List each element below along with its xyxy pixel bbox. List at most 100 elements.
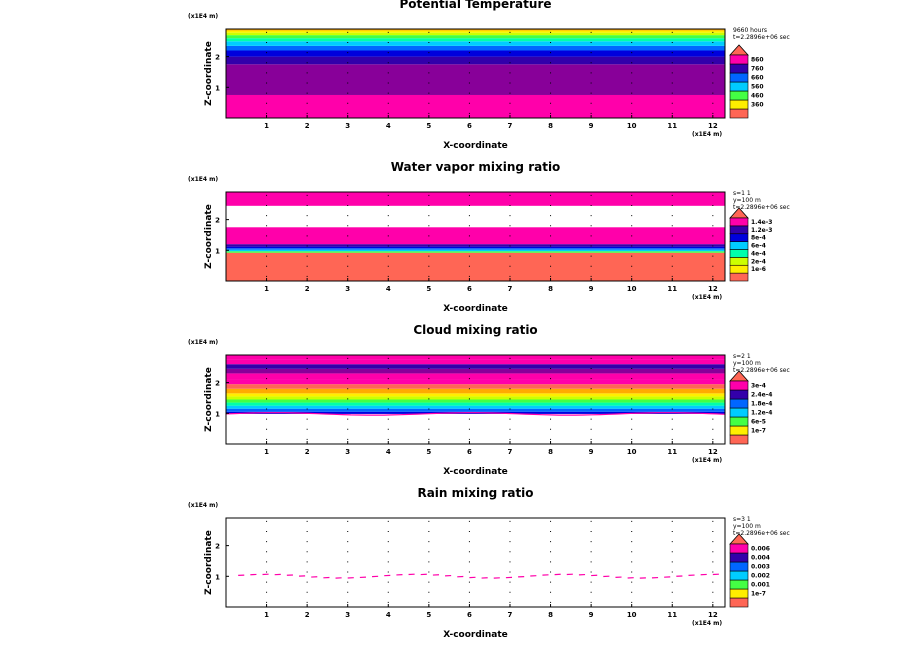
contour-band-5	[226, 46, 725, 51]
grid-dot	[672, 52, 673, 53]
grid-dot	[550, 32, 551, 33]
grid-dot	[307, 235, 308, 236]
grid-dot	[307, 368, 308, 369]
contour-band-1	[226, 95, 725, 118]
contour-band-7	[226, 393, 725, 396]
grid-dot	[469, 358, 470, 359]
grid-dot	[550, 419, 551, 420]
grid-dot	[469, 531, 470, 532]
grid-dot	[591, 235, 592, 236]
grid-dot	[631, 246, 632, 247]
grid-dot	[307, 225, 308, 226]
grid-dot	[266, 72, 267, 73]
grid-dot	[550, 246, 551, 247]
grid-dot	[712, 93, 713, 94]
grid-dot	[591, 561, 592, 562]
grid-dot	[266, 602, 267, 603]
contour-band-12	[226, 369, 725, 374]
grid-dot	[631, 531, 632, 532]
grid-dot	[672, 429, 673, 430]
grid-dot	[712, 266, 713, 267]
grid-dot	[591, 246, 592, 247]
grid-dot	[388, 429, 389, 430]
grid-dot	[388, 266, 389, 267]
grid-dot	[469, 429, 470, 430]
grid-dot	[712, 225, 713, 226]
x-tick-label: 11	[667, 448, 677, 456]
chart-title: Potential Temperature	[399, 0, 551, 11]
grid-dot	[266, 358, 267, 359]
grid-dot	[509, 541, 510, 542]
grid-dot	[591, 429, 592, 430]
grid-dot	[347, 235, 348, 236]
grid-dot	[428, 205, 429, 206]
grid-dot	[469, 398, 470, 399]
grid-dot	[469, 225, 470, 226]
x-tick-label: 10	[627, 611, 637, 619]
z-tick-label: 2	[215, 380, 220, 388]
grid-dot	[550, 358, 551, 359]
grid-dot	[266, 205, 267, 206]
x-tick-label: 5	[426, 611, 431, 619]
grid-dot	[307, 378, 308, 379]
info-text: t=2.2896e+06 sec	[733, 204, 790, 211]
grid-dot	[631, 83, 632, 84]
x-tick-label: 9	[589, 611, 594, 619]
grid-dot	[266, 398, 267, 399]
contour-band-5	[226, 400, 725, 403]
grid-dot	[428, 246, 429, 247]
grid-dot	[428, 72, 429, 73]
grid-dot	[591, 32, 592, 33]
x-tick-label: 7	[508, 448, 513, 456]
grid-dot	[266, 592, 267, 593]
legend-level-label: 2.4e-4	[751, 392, 772, 399]
z-unit-label: (x1E4 m)	[188, 339, 218, 346]
grid-dot	[388, 52, 389, 53]
grid-dot	[347, 572, 348, 573]
x-axis-label: X-coordinate	[443, 630, 508, 640]
grid-dot	[347, 531, 348, 532]
grid-dot	[266, 531, 267, 532]
grid-dot	[631, 358, 632, 359]
grid-dot	[388, 215, 389, 216]
grid-dot	[347, 103, 348, 104]
grid-dot	[266, 378, 267, 379]
grid-dot	[672, 388, 673, 389]
grid-dot	[672, 602, 673, 603]
grid-dot	[712, 276, 713, 277]
grid-dot	[591, 93, 592, 94]
grid-dot	[307, 561, 308, 562]
grid-dot	[307, 83, 308, 84]
grid-dot	[672, 195, 673, 196]
legend-swatch	[730, 589, 748, 598]
x-tick-label: 8	[548, 122, 553, 130]
grid-dot	[428, 32, 429, 33]
grid-dot	[631, 266, 632, 267]
grid-dot	[428, 378, 429, 379]
grid-dot	[631, 225, 632, 226]
grid-dot	[266, 103, 267, 104]
grid-dot	[428, 541, 429, 542]
z-axis-label: Z-coordinate	[204, 41, 214, 106]
contour-band-2	[226, 64, 725, 95]
legend-swatch	[730, 234, 748, 242]
grid-dot	[672, 541, 673, 542]
grid-dot	[550, 409, 551, 410]
grid-dot	[469, 266, 470, 267]
grid-dot	[307, 439, 308, 440]
z-axis-label: Z-coordinate	[204, 530, 214, 595]
grid-dot	[631, 429, 632, 430]
z-tick-label: 1	[215, 573, 220, 581]
grid-dot	[428, 62, 429, 63]
grid-dot	[347, 398, 348, 399]
grid-dot	[672, 409, 673, 410]
grid-dot	[631, 419, 632, 420]
grid-dot	[672, 72, 673, 73]
grid-dot	[631, 561, 632, 562]
grid-dot	[509, 378, 510, 379]
grid-dot	[347, 113, 348, 114]
grid-dot	[631, 52, 632, 53]
grid-dot	[672, 42, 673, 43]
grid-dot	[509, 551, 510, 552]
